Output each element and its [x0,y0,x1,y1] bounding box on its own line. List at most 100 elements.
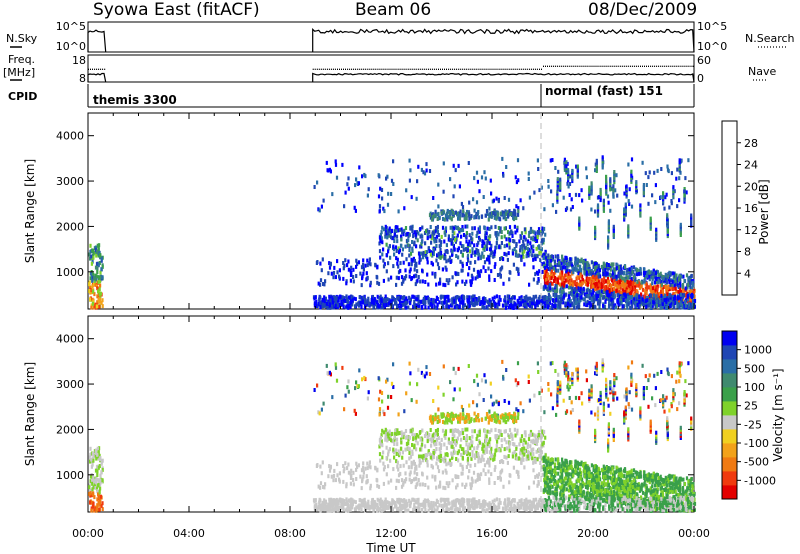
velocity-cell [498,420,501,424]
power-cell [622,304,625,309]
power-cell [632,275,635,280]
power-cell [548,276,551,281]
power-cell [361,174,364,179]
power-cell [651,277,654,282]
power-cell [661,304,664,309]
power-cell [396,304,399,309]
velocity-cell [398,431,401,435]
velocity-cell [99,500,102,505]
velocity-cell [450,420,453,425]
power-cell [567,305,570,310]
power-cell [328,261,331,266]
velocity-cell [506,413,509,418]
power-cell [655,277,658,282]
power-cell [557,299,560,304]
power-cell [553,259,556,264]
velocity-cell [96,497,99,502]
power-cell [624,294,627,299]
power-cell [465,216,468,221]
power-cell [554,268,558,273]
velocity-cell [522,457,525,462]
power-cell [349,295,352,300]
power-cell [97,253,100,258]
velocity-cell [538,449,541,454]
power-cell [484,298,487,303]
power-cell [595,281,598,286]
power-cell [547,253,550,258]
power-cell [670,171,673,176]
power-cell [473,226,476,231]
power-cell [490,225,493,230]
power-cell [646,298,649,303]
power-cell [434,299,437,304]
power-cell [453,247,456,252]
power-cell [507,251,510,256]
velocity-cell [482,449,485,454]
power-cell [471,247,474,252]
velocity-cell [378,412,381,417]
power-cell [371,294,374,299]
power-cell [651,289,654,294]
power-cell [325,304,328,309]
power-cell [367,296,370,301]
power-cell [402,260,405,265]
power-cell [571,179,574,184]
power-cell [649,304,652,309]
power-cell [397,228,400,233]
power-cell [558,263,561,268]
power-cell [339,303,342,307]
velocity-cell [475,418,478,423]
velocity-cell [92,485,96,490]
power-cell [577,271,580,276]
power-cell [645,183,648,187]
velocity-cell [420,370,423,375]
power-cell [674,282,678,287]
power-cell [606,292,609,297]
power-cell [690,299,693,304]
power-cell [668,270,671,275]
power-cell [471,302,474,307]
power-cell [653,280,656,285]
power-cell [101,275,104,280]
velocity-cell [88,492,91,496]
power-cell [484,236,488,240]
power-cell [619,285,622,290]
power-cell [542,255,546,260]
power-cell [554,254,557,259]
velocity-cell [585,369,588,374]
power-cell [547,283,550,288]
power-cell [416,278,419,283]
power-cell [588,288,591,293]
power-cell [391,295,394,300]
power-cell [511,251,514,256]
velocity-cell [457,430,460,434]
power-cell [680,292,683,297]
velocity-cell [502,376,505,381]
power-cell [626,275,630,280]
power-cell [529,226,533,231]
velocity-cell [565,409,569,414]
power-cell [576,258,579,263]
power-cell [609,187,612,192]
power-cell [510,212,513,216]
velocity-cell [418,458,421,462]
power-cell [316,180,319,185]
power-cell [364,300,367,305]
power-cell [384,297,388,302]
velocity-cell [503,454,506,459]
power-cell [565,284,568,289]
power-cell [362,295,365,300]
power-cell [499,226,502,231]
power-cell [641,160,644,165]
power-cell [642,183,645,187]
power-cell [377,194,381,199]
velocity-cell [490,394,493,399]
power-cell [620,300,623,305]
power-cell [672,185,675,190]
power-cell [341,295,344,300]
power-cell [410,195,413,200]
power-cell [567,184,570,189]
power-cell [99,294,102,299]
power-cell [589,280,592,284]
power-cell [578,304,581,309]
